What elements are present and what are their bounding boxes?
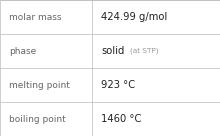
Text: 923 °C: 923 °C [101,80,135,90]
Text: solid: solid [101,46,125,56]
Text: 424.99 g/mol: 424.99 g/mol [101,12,167,22]
Text: molar mass: molar mass [9,13,61,21]
Text: phase: phase [9,47,36,55]
Text: (at STP): (at STP) [130,48,158,54]
Text: melting point: melting point [9,81,70,89]
Text: boiling point: boiling point [9,115,66,123]
Text: 1460 °C: 1460 °C [101,114,142,124]
